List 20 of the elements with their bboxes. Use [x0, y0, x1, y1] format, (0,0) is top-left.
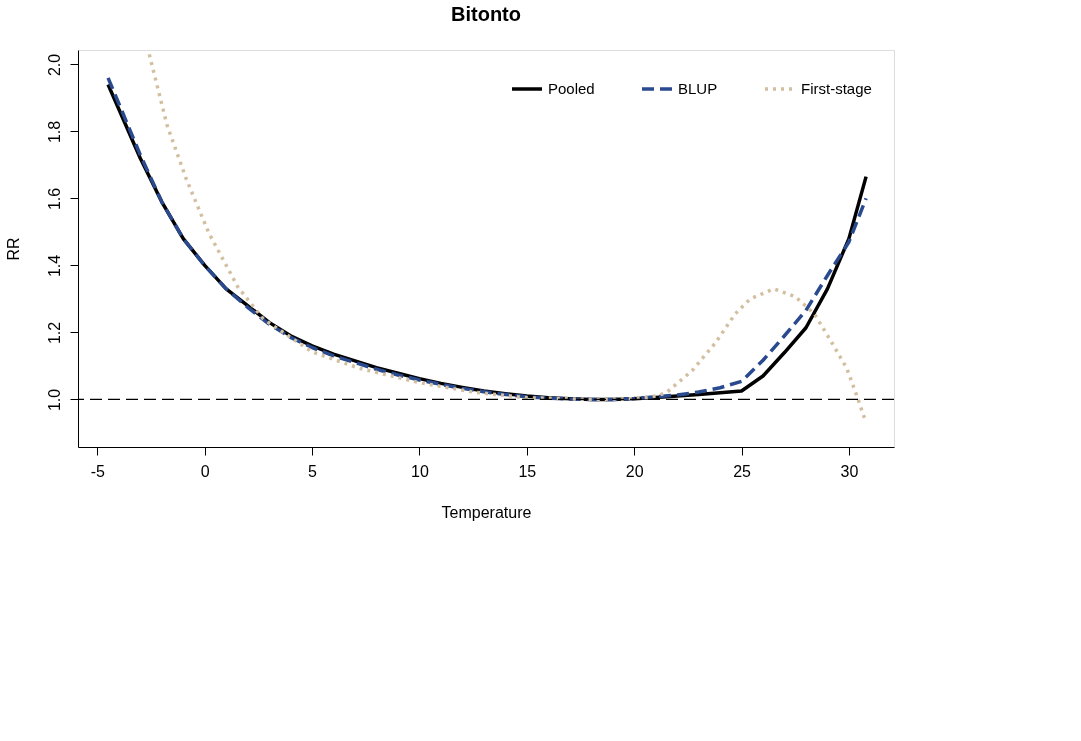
x-tick-label: 10	[411, 462, 429, 480]
y-tick-label: 1.2	[45, 321, 63, 345]
x-tick-label: 25	[733, 462, 752, 480]
x-axis-title: Temperature	[441, 503, 532, 521]
x-tick-label: 20	[625, 462, 644, 480]
y-axis-title: RR	[4, 237, 22, 261]
x-tick-label: 0	[200, 462, 210, 480]
chart-title: Bitonto	[451, 3, 521, 25]
legend-label: Pooled	[548, 80, 595, 97]
y-tick-label: 1.6	[45, 187, 63, 211]
x-tick-label: 15	[518, 462, 537, 480]
legend-label: BLUP	[678, 80, 718, 97]
x-tick-label: 5	[308, 462, 318, 480]
y-tick-label: 1.0	[45, 388, 63, 412]
y-tick-label: 1.4	[45, 254, 63, 278]
y-tick-label: 1.8	[45, 120, 63, 144]
legend-label: First-stage	[801, 80, 872, 97]
y-tick-label: 2.0	[45, 53, 63, 77]
x-tick-label: -5	[90, 462, 106, 480]
x-tick-label: 30	[840, 462, 859, 480]
